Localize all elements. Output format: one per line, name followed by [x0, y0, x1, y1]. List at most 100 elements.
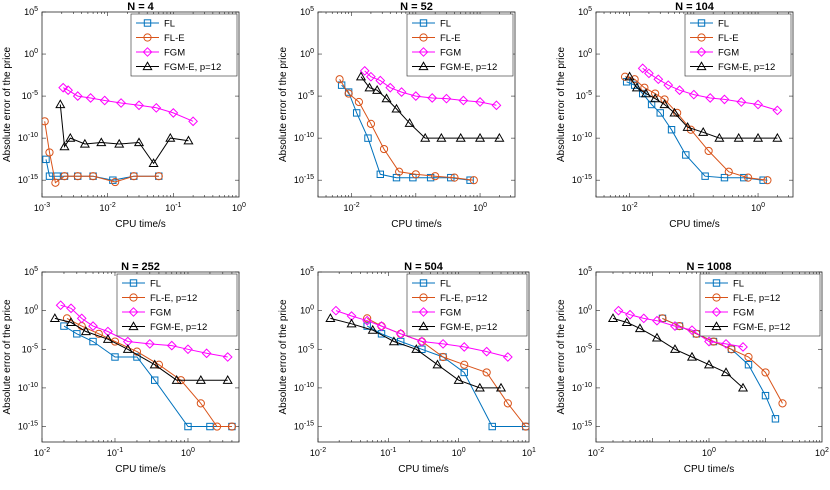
y-tick-label: 10-15 — [18, 174, 38, 185]
data-point — [212, 422, 222, 431]
data-point — [391, 103, 402, 113]
data-point — [438, 352, 448, 362]
data-point — [66, 303, 76, 314]
y-tick-label: 10-5 — [22, 90, 38, 101]
series-fgm — [359, 65, 502, 111]
series-line — [66, 317, 232, 427]
data-point — [474, 132, 486, 142]
series-fgm — [613, 305, 748, 352]
legend-label: FL — [150, 279, 161, 290]
series-line — [62, 87, 194, 122]
data-point — [659, 99, 670, 109]
y-tick-label: 100 — [300, 305, 314, 316]
y-tick-label-exp: 5 — [310, 6, 314, 13]
legend-marker — [697, 19, 706, 27]
legend-entry: FGM — [136, 47, 185, 59]
data-point — [171, 374, 182, 384]
x-tick-label: 100 — [702, 447, 716, 458]
y-tick-label: 10-15 — [294, 174, 314, 185]
y-tick-label-base: 10 — [572, 383, 582, 393]
legend-label: FGM — [440, 48, 461, 59]
data-point — [63, 85, 74, 96]
data-point — [89, 337, 97, 346]
data-point — [376, 321, 387, 331]
y-axis-label: Absolute error of the price — [556, 299, 567, 414]
y-tick-label-base: 10 — [300, 7, 310, 17]
legend-marker — [129, 279, 138, 287]
data-point — [88, 321, 98, 331]
x-tick-label: 100 — [452, 447, 466, 458]
x-tick-label-exp: 0 — [242, 202, 246, 209]
y-tick-label: 105 — [578, 6, 592, 17]
data-point — [396, 87, 407, 97]
data-point — [60, 172, 69, 181]
data-point — [151, 102, 162, 113]
legend-label: FL — [440, 279, 451, 290]
data-point — [76, 313, 87, 324]
y-tick-label-base: 10 — [578, 7, 588, 17]
data-point — [362, 315, 373, 326]
data-point — [102, 334, 113, 343]
x-tick-label-base: 10 — [751, 203, 761, 213]
series-fgm — [55, 300, 233, 362]
legend-marker — [711, 307, 722, 317]
series-line — [335, 310, 508, 358]
data-point — [122, 344, 133, 353]
y-tick-label: 10-5 — [298, 343, 314, 354]
data-point — [469, 176, 478, 185]
y-tick-label-exp: 5 — [588, 6, 592, 13]
data-point — [724, 167, 733, 176]
x-tick-label-base: 10 — [232, 203, 242, 213]
legend-label: FL — [733, 279, 744, 290]
series-line — [642, 67, 778, 111]
data-point — [165, 132, 176, 142]
data-point — [453, 374, 464, 384]
data-point — [55, 99, 66, 109]
legend-marker — [697, 33, 706, 42]
data-point — [427, 93, 438, 103]
x-tick-label-exp: -2 — [320, 447, 326, 454]
data-point — [183, 344, 193, 355]
data-point — [625, 309, 635, 320]
legend-entry: FGM-E, p=12 — [136, 61, 221, 73]
data-point — [656, 109, 664, 117]
x-tick-label-base: 10 — [165, 203, 175, 213]
y-tick-label-base: 10 — [578, 267, 588, 277]
y-tick-label: 10-10 — [18, 132, 38, 143]
data-point — [99, 95, 110, 106]
series-fgme — [325, 313, 507, 392]
data-point — [366, 71, 376, 82]
x-tick-label-base: 10 — [343, 203, 353, 213]
data-point — [763, 176, 772, 185]
legend-marker — [129, 293, 138, 302]
data-point — [613, 305, 624, 316]
legend-marker — [696, 47, 707, 57]
data-point — [79, 138, 90, 148]
legend-entry: FL-E — [412, 33, 461, 44]
data-point — [459, 342, 470, 352]
data-point — [73, 330, 81, 338]
data-point — [772, 132, 783, 142]
x-tick-label-exp: 0 — [483, 202, 487, 209]
y-tick-label-exp: -5 — [586, 343, 592, 350]
legend-entry: FGM — [412, 307, 461, 319]
data-point — [667, 126, 676, 134]
data-point — [367, 324, 378, 334]
x-tick-label-exp: -2 — [598, 447, 604, 454]
y-tick-label-base: 10 — [24, 267, 34, 277]
legend-label: FGM-E, p=12 — [718, 62, 775, 73]
legend-label: FGM-E, p=12 — [150, 322, 207, 333]
data-point — [201, 348, 212, 359]
data-point — [753, 99, 763, 110]
y-tick-label-exp: 0 — [588, 48, 592, 55]
data-point — [682, 121, 693, 131]
data-point — [404, 117, 415, 127]
data-point — [721, 338, 731, 349]
legend-marker — [142, 47, 153, 57]
data-point — [503, 399, 512, 408]
tick-marks — [41, 11, 239, 197]
series-fgm — [637, 63, 783, 116]
legend-entry: FGM-E, p=12 — [412, 61, 497, 73]
legend-entry: FGM-E, p=12 — [690, 61, 775, 73]
